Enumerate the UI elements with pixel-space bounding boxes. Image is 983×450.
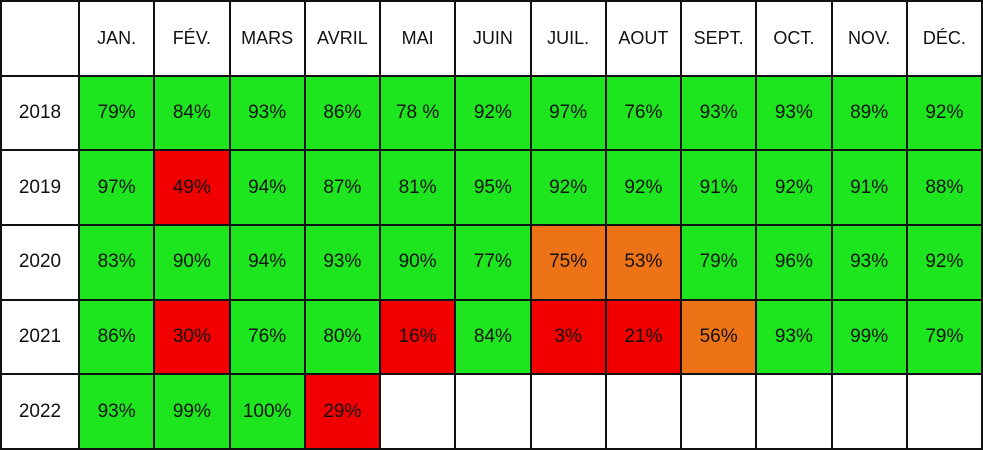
month-header: SEPT. — [682, 2, 756, 75]
value-cell: 92% — [531, 151, 605, 224]
value-cell: 16% — [381, 300, 455, 374]
value-cell: 86% — [305, 76, 379, 150]
corner-cell — [2, 2, 78, 75]
month-header: MARS — [230, 2, 304, 75]
month-header: JUIN — [456, 2, 530, 75]
value-cell: 92% — [757, 151, 831, 224]
value-cell: 99% — [832, 300, 906, 374]
empty-cell — [682, 375, 756, 448]
value-cell: 92% — [606, 151, 680, 224]
empty-cell — [606, 375, 680, 448]
value-cell: 93% — [230, 76, 304, 150]
value-cell: 56% — [682, 300, 756, 374]
empty-cell — [832, 375, 906, 448]
month-header: AOUT — [606, 2, 680, 75]
empty-cell — [456, 375, 530, 448]
month-header: FÉV. — [155, 2, 229, 75]
value-cell: 84% — [155, 76, 229, 150]
value-cell: 81% — [381, 151, 455, 224]
value-cell: 93% — [757, 76, 831, 150]
value-cell: 79% — [682, 225, 756, 299]
value-cell: 83% — [80, 225, 154, 299]
value-cell: 86% — [80, 300, 154, 374]
value-cell: 94% — [230, 151, 304, 224]
empty-cell — [757, 375, 831, 448]
value-cell: 87% — [305, 151, 379, 224]
month-header: OCT. — [757, 2, 831, 75]
value-cell: 92% — [907, 225, 981, 299]
value-cell: 94% — [230, 225, 304, 299]
month-header: NOV. — [832, 2, 906, 75]
value-cell: 76% — [606, 76, 680, 150]
value-cell: 29% — [305, 375, 379, 448]
value-cell: 3% — [531, 300, 605, 374]
value-cell: 78 % — [381, 76, 455, 150]
value-cell: 30% — [155, 300, 229, 374]
value-cell: 53% — [606, 225, 680, 299]
value-cell: 75% — [531, 225, 605, 299]
year-label: 2022 — [2, 375, 78, 448]
value-cell: 49% — [155, 151, 229, 224]
value-cell: 93% — [305, 225, 379, 299]
month-header: AVRIL — [305, 2, 379, 75]
value-cell: 97% — [80, 151, 154, 224]
value-cell: 79% — [80, 76, 154, 150]
value-cell: 88% — [907, 151, 981, 224]
year-label: 2019 — [2, 151, 78, 224]
value-cell: 92% — [907, 76, 981, 150]
value-cell: 84% — [456, 300, 530, 374]
value-cell: 91% — [832, 151, 906, 224]
value-cell: 97% — [531, 76, 605, 150]
value-cell: 99% — [155, 375, 229, 448]
year-label: 2020 — [2, 225, 78, 299]
month-header: JUIL. — [531, 2, 605, 75]
empty-cell — [531, 375, 605, 448]
value-cell: 21% — [606, 300, 680, 374]
value-cell: 93% — [80, 375, 154, 448]
year-label: 2021 — [2, 300, 78, 374]
empty-cell — [907, 375, 981, 448]
year-label: 2018 — [2, 76, 78, 150]
value-cell: 93% — [832, 225, 906, 299]
value-cell: 95% — [456, 151, 530, 224]
month-header: JAN. — [80, 2, 154, 75]
value-cell: 90% — [155, 225, 229, 299]
value-cell: 92% — [456, 76, 530, 150]
value-cell: 77% — [456, 225, 530, 299]
value-cell: 96% — [757, 225, 831, 299]
value-cell: 76% — [230, 300, 304, 374]
value-cell: 93% — [682, 76, 756, 150]
value-cell: 91% — [682, 151, 756, 224]
month-header: DÉC. — [907, 2, 981, 75]
value-cell: 93% — [757, 300, 831, 374]
empty-cell — [381, 375, 455, 448]
value-cell: 89% — [832, 76, 906, 150]
value-cell: 80% — [305, 300, 379, 374]
value-cell: 90% — [381, 225, 455, 299]
value-cell: 79% — [907, 300, 981, 374]
month-header: MAI — [381, 2, 455, 75]
value-cell: 100% — [230, 375, 304, 448]
